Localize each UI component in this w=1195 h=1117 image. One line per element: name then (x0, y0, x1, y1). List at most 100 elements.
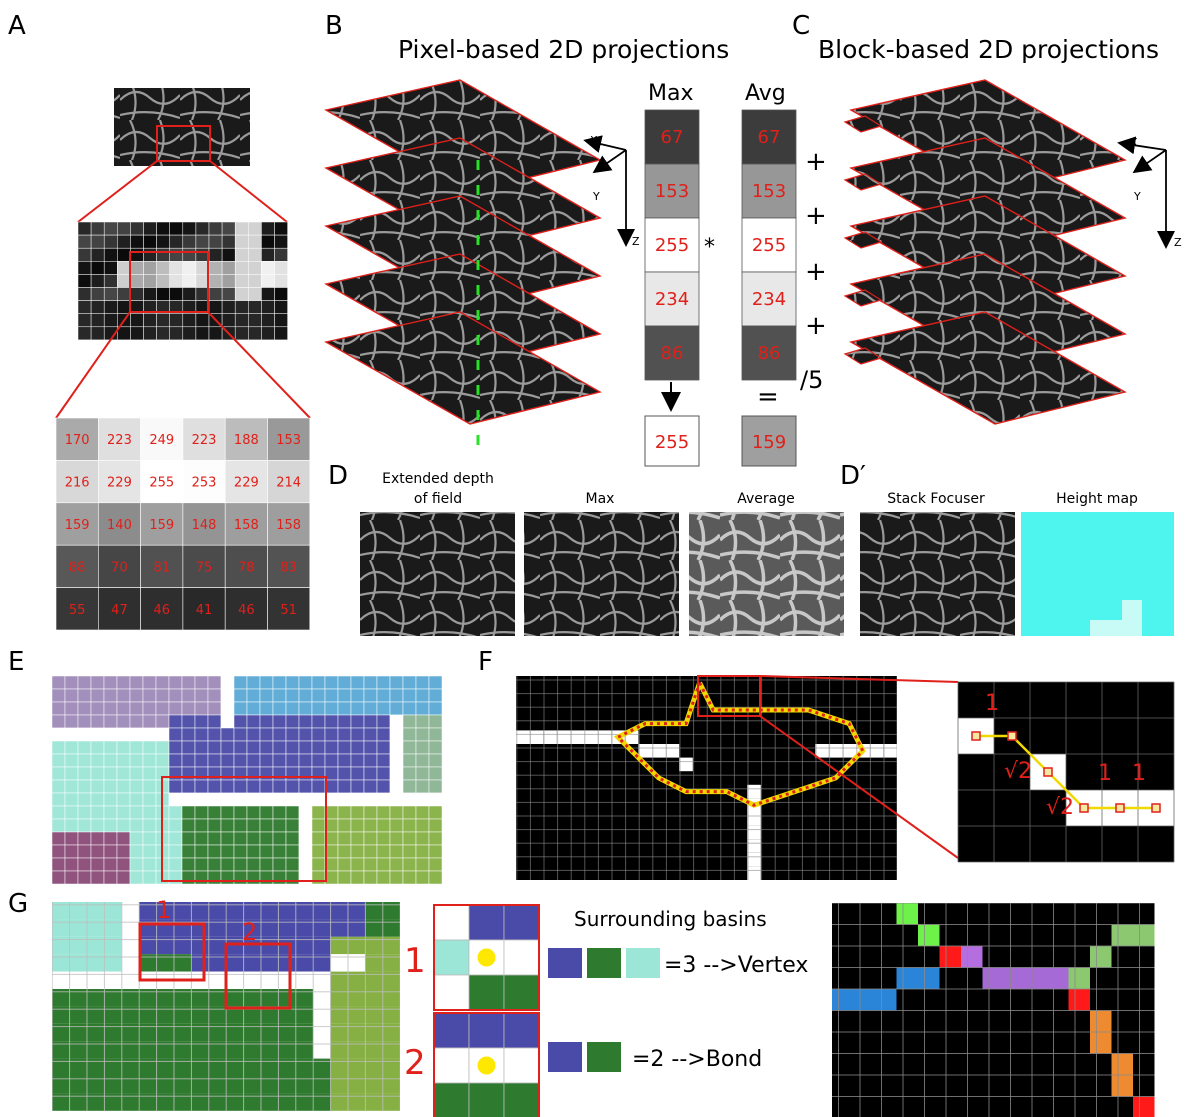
panel-g: 1 2 1 2 Surrounding basins =3 -->Vertex … (52, 896, 1155, 1117)
bond-text: =2 -->Bond (632, 1047, 762, 1072)
pixel-cell (224, 417, 268, 461)
panel-letter-d: D (328, 461, 348, 491)
pixel-value: 55 (69, 603, 86, 618)
panel-b-title: Pixel-based 2D projections (398, 35, 729, 64)
image-edf (360, 512, 515, 636)
marker-box-1 (138, 922, 206, 982)
panel-letter-g: G (8, 889, 28, 919)
pixel-value: 41 (196, 603, 213, 618)
pixel-value: 229 (107, 476, 132, 491)
pixel-cell (98, 460, 141, 504)
pixel-value-grid: 170 223 249 223 188 153 216 229 255 253 229 214 159 1… (55, 417, 311, 631)
neighborhood-label-2: 2 (404, 1043, 426, 1083)
image-height-map (1021, 512, 1174, 636)
stack-value: 86 (758, 343, 781, 364)
label-edf-line1: Extended depth (382, 471, 494, 487)
label-average: Average (737, 491, 795, 507)
stack-value: 86 (661, 343, 684, 364)
pixel-cell (98, 417, 141, 461)
basin-map-e (51, 675, 443, 885)
neighborhood-label-1: 1 (404, 941, 426, 981)
pixel-value: 159 (65, 518, 90, 533)
avg-result-cell (741, 415, 797, 467)
pixel-value: 229 (234, 476, 259, 491)
zoom-box-2 (129, 251, 209, 313)
max-header: Max (648, 81, 693, 106)
marker-label-1: 1 (156, 896, 171, 924)
pixel-cell (182, 587, 226, 631)
pixel-value: 47 (111, 603, 128, 618)
axes-b: X Y Z (583, 134, 640, 248)
avg-divide: /5 (800, 366, 823, 394)
pixel-cell (55, 587, 99, 631)
pixel-cell (55, 502, 99, 546)
pixel-cell (140, 587, 184, 631)
pixel-cell (267, 502, 311, 546)
label-height-map: Height map (1056, 491, 1138, 507)
avg-column: 67 153 255 234 86 (741, 109, 797, 381)
panel-letter-a: A (8, 11, 26, 41)
surrounding-basins-title: Surrounding basins (574, 907, 767, 931)
panel-letter-b: B (325, 11, 343, 41)
stack-value: 234 (752, 289, 786, 310)
neighborhood-2 (433, 1012, 540, 1117)
pixel-value: 216 (65, 476, 90, 491)
stack-block (843, 347, 883, 365)
pixel-value: 70 (111, 560, 128, 575)
panel-e (51, 675, 443, 885)
avg-equals: = (757, 382, 779, 412)
pixel-cell (267, 544, 311, 588)
path-weight: 1 (1098, 761, 1112, 786)
segment-grid-g (832, 903, 1155, 1117)
stack-value: 234 (655, 289, 689, 310)
pixel-cell (224, 544, 268, 588)
plus-4: + (805, 311, 827, 341)
plus-2: + (805, 201, 827, 231)
pixel-cell (224, 502, 268, 546)
avg-header: Avg (745, 81, 786, 106)
marker-box-2 (224, 942, 292, 1010)
stack-block (843, 231, 883, 249)
pixel-value: 153 (276, 433, 301, 448)
image-max (524, 512, 679, 636)
stack-value: 255 (752, 235, 786, 256)
image-stack-focuser (860, 512, 1015, 636)
pixel-cell (182, 417, 226, 461)
pixel-cell (182, 460, 226, 504)
pixel-cell (267, 417, 311, 461)
label-stack-focuser: Stack Focuser (887, 491, 985, 507)
pixel-value: 46 (238, 603, 255, 618)
max-star: * (704, 235, 715, 260)
marker-label-2: 2 (242, 918, 257, 946)
pixel-value: 88 (69, 560, 86, 575)
pixel-cell (140, 460, 184, 504)
pixel-cell (182, 502, 226, 546)
panel-letter-f: F (478, 647, 493, 677)
pixel-cell (55, 544, 99, 588)
pixel-value: 159 (149, 518, 174, 533)
path-weight: √2 (1046, 795, 1074, 820)
panel-c: Block-based 2D projections X Y Z (818, 35, 1182, 425)
pixel-value: 140 (107, 518, 132, 533)
pixel-value: 170 (65, 433, 90, 448)
stack-value: 67 (661, 127, 684, 148)
max-result-cell (644, 415, 700, 467)
zoom-box-1 (156, 125, 211, 162)
panel-letter-e: E (8, 647, 24, 677)
pixel-value: 148 (192, 518, 217, 533)
pixel-cell (224, 460, 268, 504)
pixel-value: 81 (153, 560, 170, 575)
path-weight: 1 (1132, 761, 1146, 786)
pixel-value: 46 (153, 603, 170, 618)
max-column: 67 153 255 234 86 (644, 109, 700, 381)
path-zoom-f: 1√2√21 1 (957, 681, 1175, 863)
path-weight: 1 (985, 691, 999, 716)
watershed-grid-f (516, 676, 897, 880)
stack-value: 67 (758, 127, 781, 148)
svg-text:X: X (590, 134, 598, 147)
panel-f: 1√2√21 1 (516, 675, 1175, 880)
plus-3: + (805, 257, 827, 287)
path-weight: √2 (1004, 759, 1032, 784)
stack-slice (849, 311, 1127, 425)
